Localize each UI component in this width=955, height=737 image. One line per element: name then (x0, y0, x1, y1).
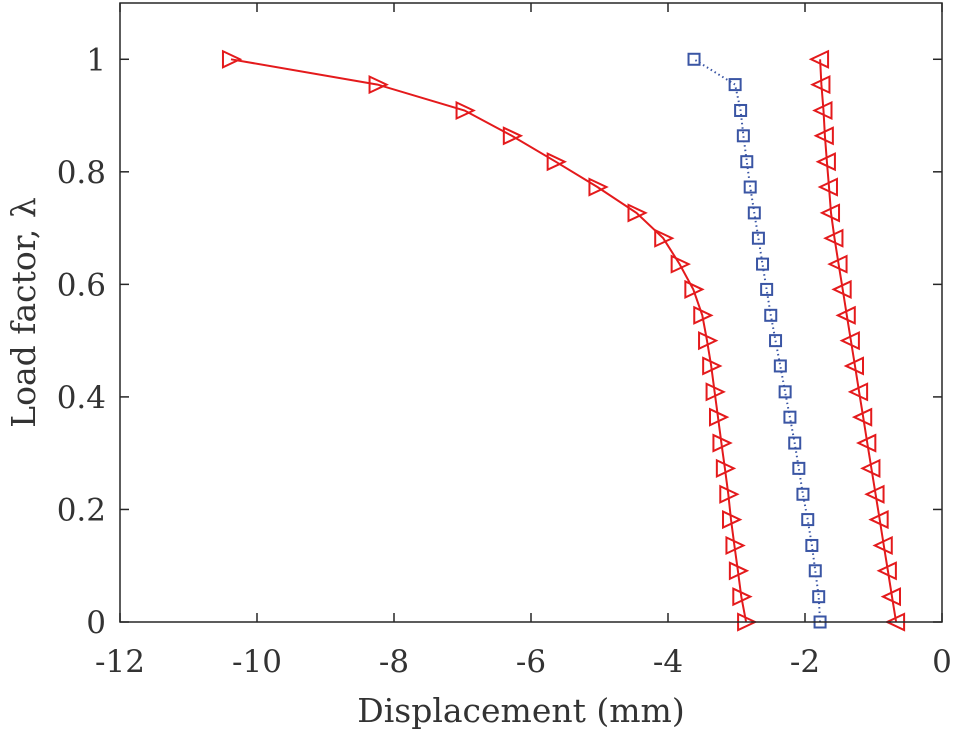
series-2-point-6 (796, 487, 810, 501)
x-tick-label-2: -10 (232, 644, 282, 680)
series-1-point-6 (719, 484, 740, 504)
series-3-point-11 (843, 356, 865, 376)
series-3-point-22 (810, 75, 831, 95)
series-2-line (693, 58, 822, 623)
series-2-point-22 (728, 78, 742, 92)
series-2-point-14 (760, 282, 774, 296)
series-3-point-4 (872, 535, 893, 556)
series-3-point-13 (835, 305, 856, 325)
series-3-point-7 (860, 458, 881, 478)
series-3-point-5 (868, 510, 889, 530)
series-2-point-15 (756, 257, 770, 271)
series-2-point-9 (783, 410, 797, 424)
series-1-point-4 (725, 535, 746, 556)
series-3-point-6 (864, 484, 885, 504)
series-2-point-4 (805, 538, 819, 552)
series-1-point-2 (732, 587, 753, 607)
x-tick-label-5: -4 (653, 644, 683, 680)
series-3-point-18 (817, 177, 838, 197)
series-3-point-16 (823, 228, 844, 248)
series-1-point-17 (627, 203, 648, 223)
series-3-point-8 (855, 433, 877, 453)
y-tick-label-1: 0 (86, 605, 106, 641)
series-1-point-16 (654, 228, 675, 248)
series-2-point-3 (808, 564, 822, 578)
series-1-point-23 (221, 49, 243, 69)
series-3-point-12 (839, 331, 860, 351)
series-2-point-13 (764, 308, 778, 322)
series-2-point-16 (751, 231, 765, 245)
plot-frame (119, 2, 943, 623)
y-axis-title: Load factor, λ (4, 197, 43, 428)
y-tick-label-5: 0.8 (57, 155, 106, 191)
series-1-point-3 (728, 561, 750, 581)
series-2-point-8 (788, 436, 802, 450)
series-3-line (819, 59, 898, 623)
series-2-point-11 (773, 359, 787, 373)
series-1-point-12 (698, 331, 719, 351)
x-axis-title: Displacement (mm) (357, 691, 684, 730)
series-1-point-15 (670, 254, 691, 274)
series-1-point-14 (684, 279, 705, 300)
series-2-point-17 (747, 206, 761, 220)
series-3-point-21 (812, 100, 833, 121)
plot-marks (221, 49, 906, 632)
series-3-point-10 (847, 382, 869, 402)
x-tick-label-6: -2 (790, 644, 820, 680)
series-2-point-2 (812, 590, 826, 604)
series-2-point-18 (743, 180, 757, 194)
series-2-point-7 (792, 461, 806, 475)
series-3-point-20 (813, 126, 834, 146)
series-1-point-21 (455, 100, 476, 121)
series-2-point-5 (801, 513, 815, 527)
series-1-point-22 (368, 75, 389, 95)
series-1-point-10 (705, 382, 726, 402)
series-3-point-15 (827, 254, 848, 274)
series-3-point-14 (831, 279, 852, 300)
series-2-point-10 (778, 385, 792, 399)
series-3-point-17 (819, 203, 841, 223)
series-3-point-19 (815, 152, 836, 172)
y-tick-label-4: 0.6 (57, 267, 106, 303)
y-tick-label-6: 1 (86, 42, 106, 78)
series-1-point-11 (702, 356, 723, 376)
series-3-point-2 (880, 587, 901, 607)
y-tick-label-3: 0.4 (57, 380, 106, 416)
series-3-point-23 (808, 49, 830, 69)
x-tick-label-3: -8 (379, 644, 409, 680)
series-3-point-9 (851, 407, 873, 427)
x-tick-label-1: -12 (95, 644, 145, 680)
series-2-point-19 (740, 155, 754, 169)
x-tick-label-4: -6 (516, 644, 546, 680)
series-1-point-7 (715, 458, 737, 478)
series-1-point-18 (588, 177, 609, 197)
series-1-point-20 (502, 126, 524, 146)
series-1-point-19 (546, 152, 568, 172)
series-2-point-20 (736, 129, 750, 143)
series-2-point-12 (769, 334, 783, 348)
y-tick-label-2: 0.2 (57, 492, 106, 528)
series-1-point-9 (709, 407, 730, 427)
series-1-line (230, 58, 748, 623)
series-2-point-21 (734, 103, 748, 117)
series-1-point-13 (693, 305, 714, 325)
series-1-point-5 (722, 510, 743, 530)
x-tick-label-7: 0 (932, 644, 952, 680)
axes: -12 -10 -8 -6 -4 -2 0 0 0.2 0.4 0.6 0.8 1 (57, 2, 952, 680)
series-2-point-23 (687, 52, 701, 66)
series-3-point-3 (876, 561, 897, 581)
series-1-point-8 (712, 433, 733, 453)
